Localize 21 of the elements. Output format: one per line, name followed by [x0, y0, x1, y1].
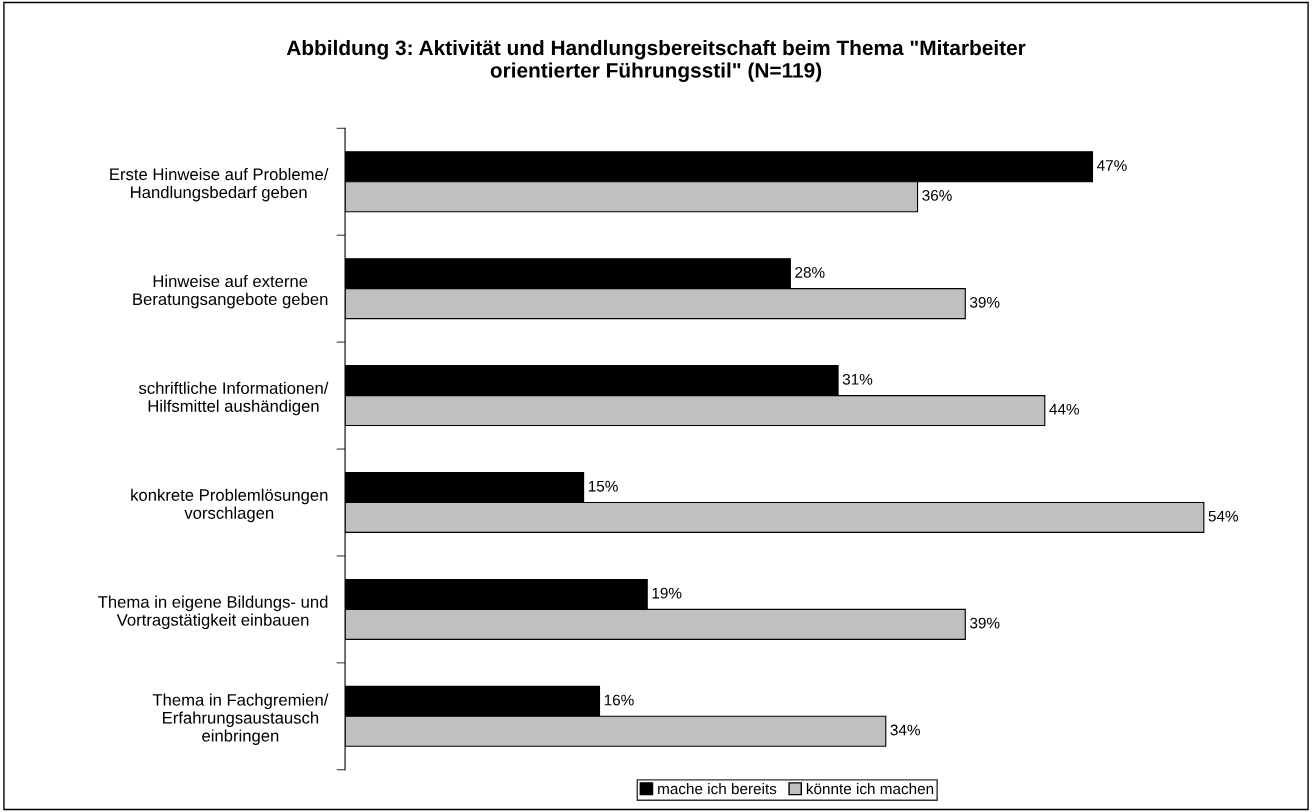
data-label: 31% [842, 373, 873, 385]
data-label: 28% [795, 266, 825, 278]
data-label: 54% [1208, 510, 1239, 522]
y-tick-label: Thema in Fachgremien/ Erfahrungsaustausch einbringen [152, 693, 329, 745]
legend-label: mache ich bereits [658, 783, 777, 795]
y-tick-label: konkrete Problemlösungen vorschlagen [131, 488, 328, 523]
y-tick-label: Erste Hinweise auf Probleme/ Handlungsbedarf geben [110, 167, 329, 202]
legend-label: könnte ich machen [806, 783, 934, 795]
data-label: 39% [970, 296, 1000, 308]
data-label: 16% [604, 694, 634, 706]
y-tick-label: Thema in eigene Bildungs- und Vortragstätigkeit einbauen [98, 595, 328, 630]
data-label: 47% [1097, 160, 1127, 171]
y-tick-label: Hinweise auf externe Beratungsangebote geben [133, 274, 328, 309]
data-label: 19% [652, 587, 682, 599]
data-label: 36% [922, 190, 952, 201]
data-label: 34% [890, 724, 920, 736]
data-label: 39% [970, 617, 1000, 629]
data-label: 44% [1049, 403, 1079, 415]
data-label: 15% [588, 480, 618, 492]
chart-title: Abbildung 3: Aktivität und Handlungsbereitschaft beim Thema "Mitarbeiter orientierter Führungsstil" (N=119) [286, 39, 1026, 82]
y-tick-label: schriftliche Informationen/ Hilfsmittel aushändigen [138, 381, 329, 416]
